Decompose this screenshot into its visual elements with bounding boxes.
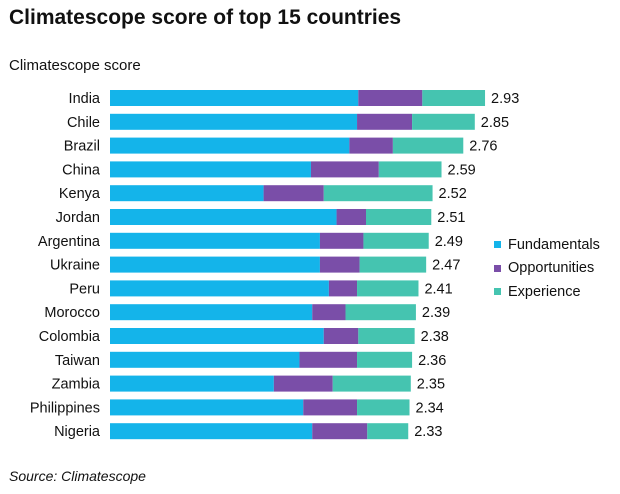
bar-segment-experience <box>345 304 416 321</box>
bar-segment-opportunities <box>310 161 379 178</box>
total-value-label: 2.47 <box>432 258 460 274</box>
bar-segment-opportunities <box>303 399 358 416</box>
bar-segment-opportunities <box>328 280 358 297</box>
total-value-label: 2.85 <box>481 115 509 131</box>
bar-segment-opportunities <box>323 328 359 344</box>
category-label: Chile <box>67 115 100 131</box>
bar-segment-fundamentals <box>110 185 264 202</box>
legend: Fundamentals Opportunities Experience <box>494 233 600 304</box>
category-label: Ukraine <box>50 258 100 274</box>
category-label: Zambia <box>52 377 101 393</box>
category-label: Philippines <box>30 400 100 416</box>
legend-item-opportunities: Opportunities <box>494 257 600 281</box>
category-label: Argentina <box>38 234 101 250</box>
legend-swatch-fundamentals <box>494 241 501 249</box>
total-value-label: 2.59 <box>448 162 476 178</box>
category-label: Jordan <box>56 210 100 226</box>
legend-label: Opportunities <box>508 260 595 277</box>
bar-segment-experience <box>367 423 409 440</box>
bar-segment-experience <box>357 351 413 368</box>
bar-segment-experience <box>422 90 486 106</box>
bar-segment-experience <box>392 137 464 154</box>
bar-segment-fundamentals <box>110 423 313 440</box>
bar-segment-experience <box>357 399 410 416</box>
total-value-label: 2.33 <box>414 424 442 440</box>
total-value-label: 2.36 <box>418 353 446 369</box>
total-value-label: 2.51 <box>437 210 465 226</box>
chart-title: Climatescope score of top 15 countries <box>9 6 402 29</box>
bar-segment-opportunities <box>273 375 333 392</box>
bar-segment-fundamentals <box>110 161 311 178</box>
total-value-label: 2.49 <box>435 234 463 250</box>
total-value-label: 2.34 <box>416 400 444 416</box>
legend-swatch-experience <box>494 288 501 296</box>
bar-segment-fundamentals <box>110 280 329 297</box>
bar-segment-fundamentals <box>110 256 320 273</box>
bar-segment-fundamentals <box>110 304 313 321</box>
total-value-label: 2.93 <box>491 91 519 107</box>
bar-group <box>110 90 486 440</box>
category-label: Taiwan <box>55 353 100 369</box>
bar-segment-experience <box>412 113 475 130</box>
bar-segment-fundamentals <box>110 113 358 130</box>
bar-segment-fundamentals <box>110 351 300 368</box>
total-value-label: 2.52 <box>439 186 467 202</box>
bar-segment-experience <box>363 232 429 249</box>
bar-segment-fundamentals <box>110 328 324 344</box>
total-labels: 2.93 2.85 2.76 2.59 2.52 2.51 2.49 2.47 2.41 2.39… <box>414 91 519 440</box>
bar-segment-opportunities <box>319 256 360 273</box>
total-value-label: 2.41 <box>424 281 452 297</box>
bar-segment-opportunities <box>299 351 358 368</box>
legend-swatch-opportunities <box>494 264 501 272</box>
legend-label: Experience <box>508 283 581 300</box>
total-value-label: 2.38 <box>421 329 449 345</box>
bar-segment-opportunities <box>312 304 346 321</box>
bar-segment-opportunities <box>336 209 366 225</box>
bar-segment-fundamentals <box>110 232 320 249</box>
bar-segment-experience <box>366 209 432 225</box>
bar-segment-experience <box>332 375 411 392</box>
axis-title: Climatescope score <box>9 57 141 74</box>
bar-segment-opportunities <box>312 423 368 440</box>
category-label: China <box>62 162 101 178</box>
bar-segment-fundamentals <box>110 375 274 392</box>
legend-item-fundamentals: Fundamentals <box>494 233 600 257</box>
bar-segment-experience <box>358 328 415 344</box>
total-value-label: 2.35 <box>417 377 445 393</box>
category-labels: India Chile Brazil China Kenya Jordan Argentin… <box>30 91 101 440</box>
category-label: Brazil <box>64 139 100 155</box>
bar-segment-experience <box>378 161 442 178</box>
bar-segment-opportunities <box>358 90 423 106</box>
bar-segment-experience <box>357 280 419 297</box>
total-value-label: 2.76 <box>469 139 497 155</box>
category-label: Morocco <box>44 305 100 321</box>
bar-segment-opportunities <box>349 137 393 154</box>
bar-segment-experience <box>323 185 433 202</box>
bar-segment-opportunities <box>263 185 324 202</box>
bar-segment-opportunities <box>319 232 364 249</box>
bar-segment-fundamentals <box>110 90 359 106</box>
bar-segment-fundamentals <box>110 209 337 225</box>
category-label: Kenya <box>59 186 101 202</box>
legend-label: Fundamentals <box>508 236 600 253</box>
category-label: Colombia <box>39 329 101 345</box>
source-note: Source: Climatescope <box>9 468 146 484</box>
total-value-label: 2.39 <box>422 305 450 321</box>
category-label: Nigeria <box>54 424 101 440</box>
bar-segment-opportunities <box>357 113 413 130</box>
bar-segment-experience <box>359 256 427 273</box>
category-label: India <box>69 91 101 107</box>
legend-item-experience: Experience <box>494 280 600 304</box>
bar-segment-fundamentals <box>110 399 304 416</box>
bar-segment-fundamentals <box>110 137 350 154</box>
category-label: Peru <box>69 281 100 297</box>
